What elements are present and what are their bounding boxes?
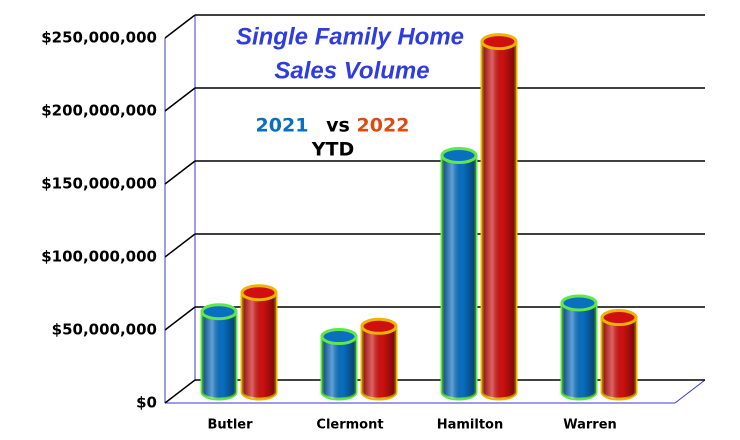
bar-top: [240, 284, 278, 302]
legend-entry: 2022: [357, 115, 410, 137]
x-tick-label: Clermont: [316, 418, 383, 433]
bar-shade: [602, 317, 636, 399]
grid-line: [164, 379, 196, 404]
chart-title: Single Family Home: [236, 23, 464, 50]
bar-top: [440, 146, 478, 164]
bar-top: [360, 317, 398, 335]
bar-shade: [322, 336, 356, 399]
grid-line: [164, 14, 196, 39]
bar-top: [600, 309, 638, 327]
x-tick-label: Warren: [563, 418, 617, 433]
legend-joiner: vs: [326, 115, 350, 137]
bar-shade: [202, 311, 236, 399]
y-tick-label: $0: [136, 394, 157, 412]
legend-entry: 2021: [256, 115, 309, 137]
bar-top: [560, 294, 598, 312]
bar-shade: [482, 41, 516, 399]
y-tick-label: $200,000,000: [41, 102, 157, 120]
bar-top: [320, 328, 358, 346]
bar-shade: [562, 302, 596, 399]
subtitle: YTD: [311, 139, 355, 161]
x-tick-label: Butler: [207, 418, 253, 433]
bar-shade: [242, 292, 276, 399]
bar-top: [480, 33, 518, 51]
bar-top: [200, 303, 238, 321]
y-tick-label: $100,000,000: [41, 248, 157, 266]
y-tick-label: $250,000,000: [41, 29, 157, 47]
y-tick-label: $150,000,000: [41, 175, 157, 193]
bar-shade: [362, 326, 396, 399]
x-tick-label: Hamilton: [437, 418, 504, 433]
grid-line: [164, 233, 196, 258]
bar-shade: [442, 155, 476, 399]
grid-line: [164, 87, 196, 112]
grid-line: [164, 306, 196, 331]
grid-line: [164, 160, 196, 185]
chart-title: Sales Volume: [274, 57, 429, 84]
y-tick-label: $50,000,000: [52, 321, 157, 339]
floor: [674, 379, 706, 404]
